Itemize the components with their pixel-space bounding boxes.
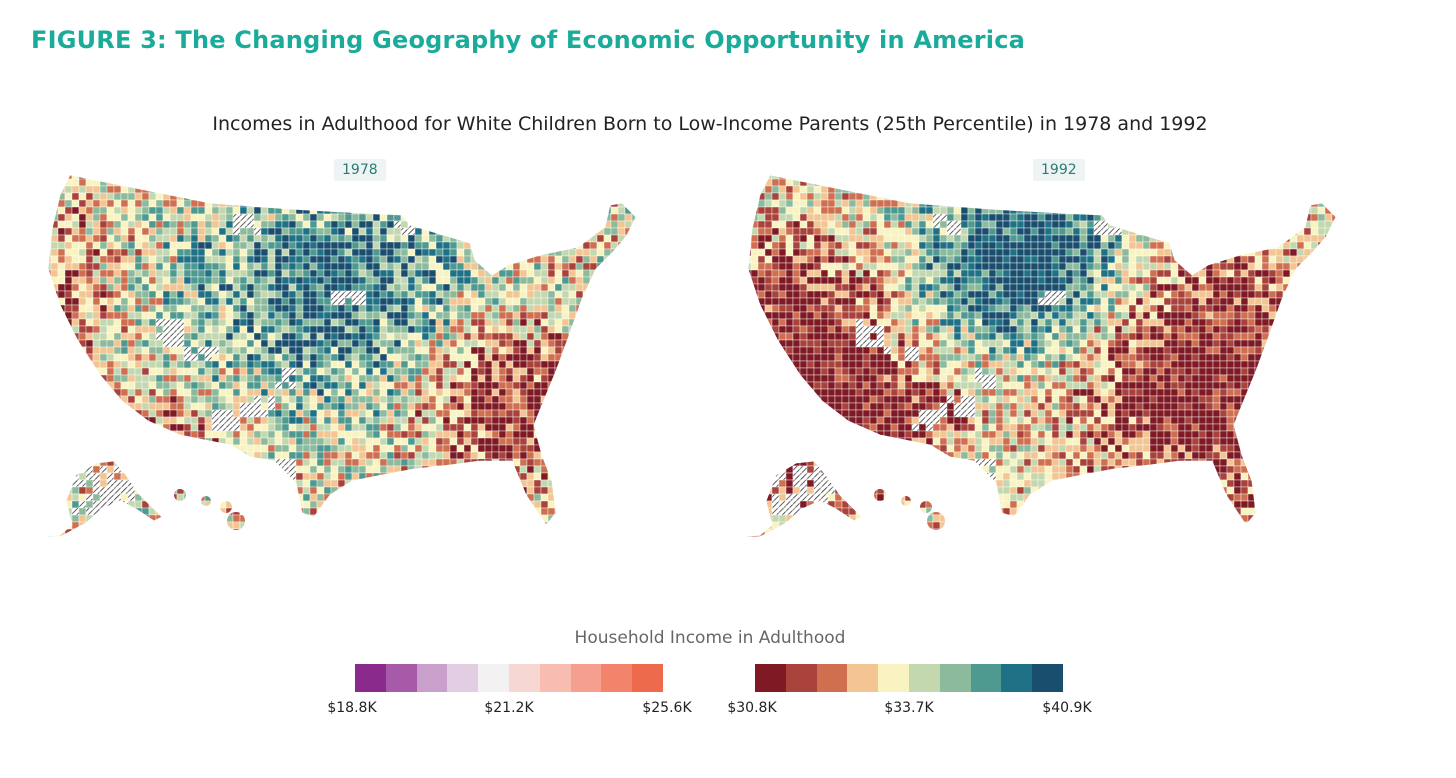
legend-high-swatch-2 [816, 664, 848, 692]
legend-low-swatch-8 [601, 664, 633, 692]
figure-title: FIGURE 3: The Changing Geography of Econ… [31, 26, 1026, 54]
legend-low-scale [355, 664, 663, 692]
legend-high-swatch-4 [878, 664, 909, 692]
legend-low-swatch-7 [570, 664, 602, 692]
legend-high-swatch-9 [1032, 664, 1063, 692]
legend-tick-low-mid: $21.2K [484, 700, 534, 716]
legend-tick-high-max: $40.9K [1042, 700, 1092, 716]
legend-low-swatch-4 [478, 664, 509, 692]
map-1992-year-label: 1992 [1033, 159, 1085, 181]
map-1978-year-label: 1978 [334, 159, 386, 181]
legend-title: Household Income in Adulthood [574, 628, 846, 648]
legend-high-swatch-7 [970, 664, 1002, 692]
legend-high-swatch-3 [847, 664, 879, 692]
legend-low-swatch-6 [539, 664, 571, 692]
legend-low-swatch-1 [385, 664, 417, 692]
legend-low-swatch-5 [508, 664, 540, 692]
legend-high-swatch-6 [939, 664, 971, 692]
us-county-map-1978 [37, 174, 637, 538]
chart-subtitle: Incomes in Adulthood for White Children … [212, 113, 1208, 135]
legend-low-swatch-0 [355, 664, 386, 692]
legend-high-scale [755, 664, 1063, 692]
legend-high-swatch-0 [755, 664, 786, 692]
legend-low-swatch-9 [632, 664, 663, 692]
legend-tick-low-max: $25.6K [642, 700, 692, 716]
legend-low-swatch-3 [447, 664, 479, 692]
legend-tick-low-min: $18.8K [327, 700, 377, 716]
legend-tick-high-mid: $33.7K [884, 700, 934, 716]
legend-tick-high-min: $30.8K [727, 700, 777, 716]
legend-high-swatch-8 [1001, 664, 1033, 692]
us-county-map-1992 [737, 174, 1337, 538]
legend-low-swatch-2 [416, 664, 448, 692]
county-cells [38, 175, 636, 537]
county-cells [738, 175, 1336, 537]
legend-high-swatch-1 [785, 664, 817, 692]
legend-high-swatch-5 [908, 664, 940, 692]
